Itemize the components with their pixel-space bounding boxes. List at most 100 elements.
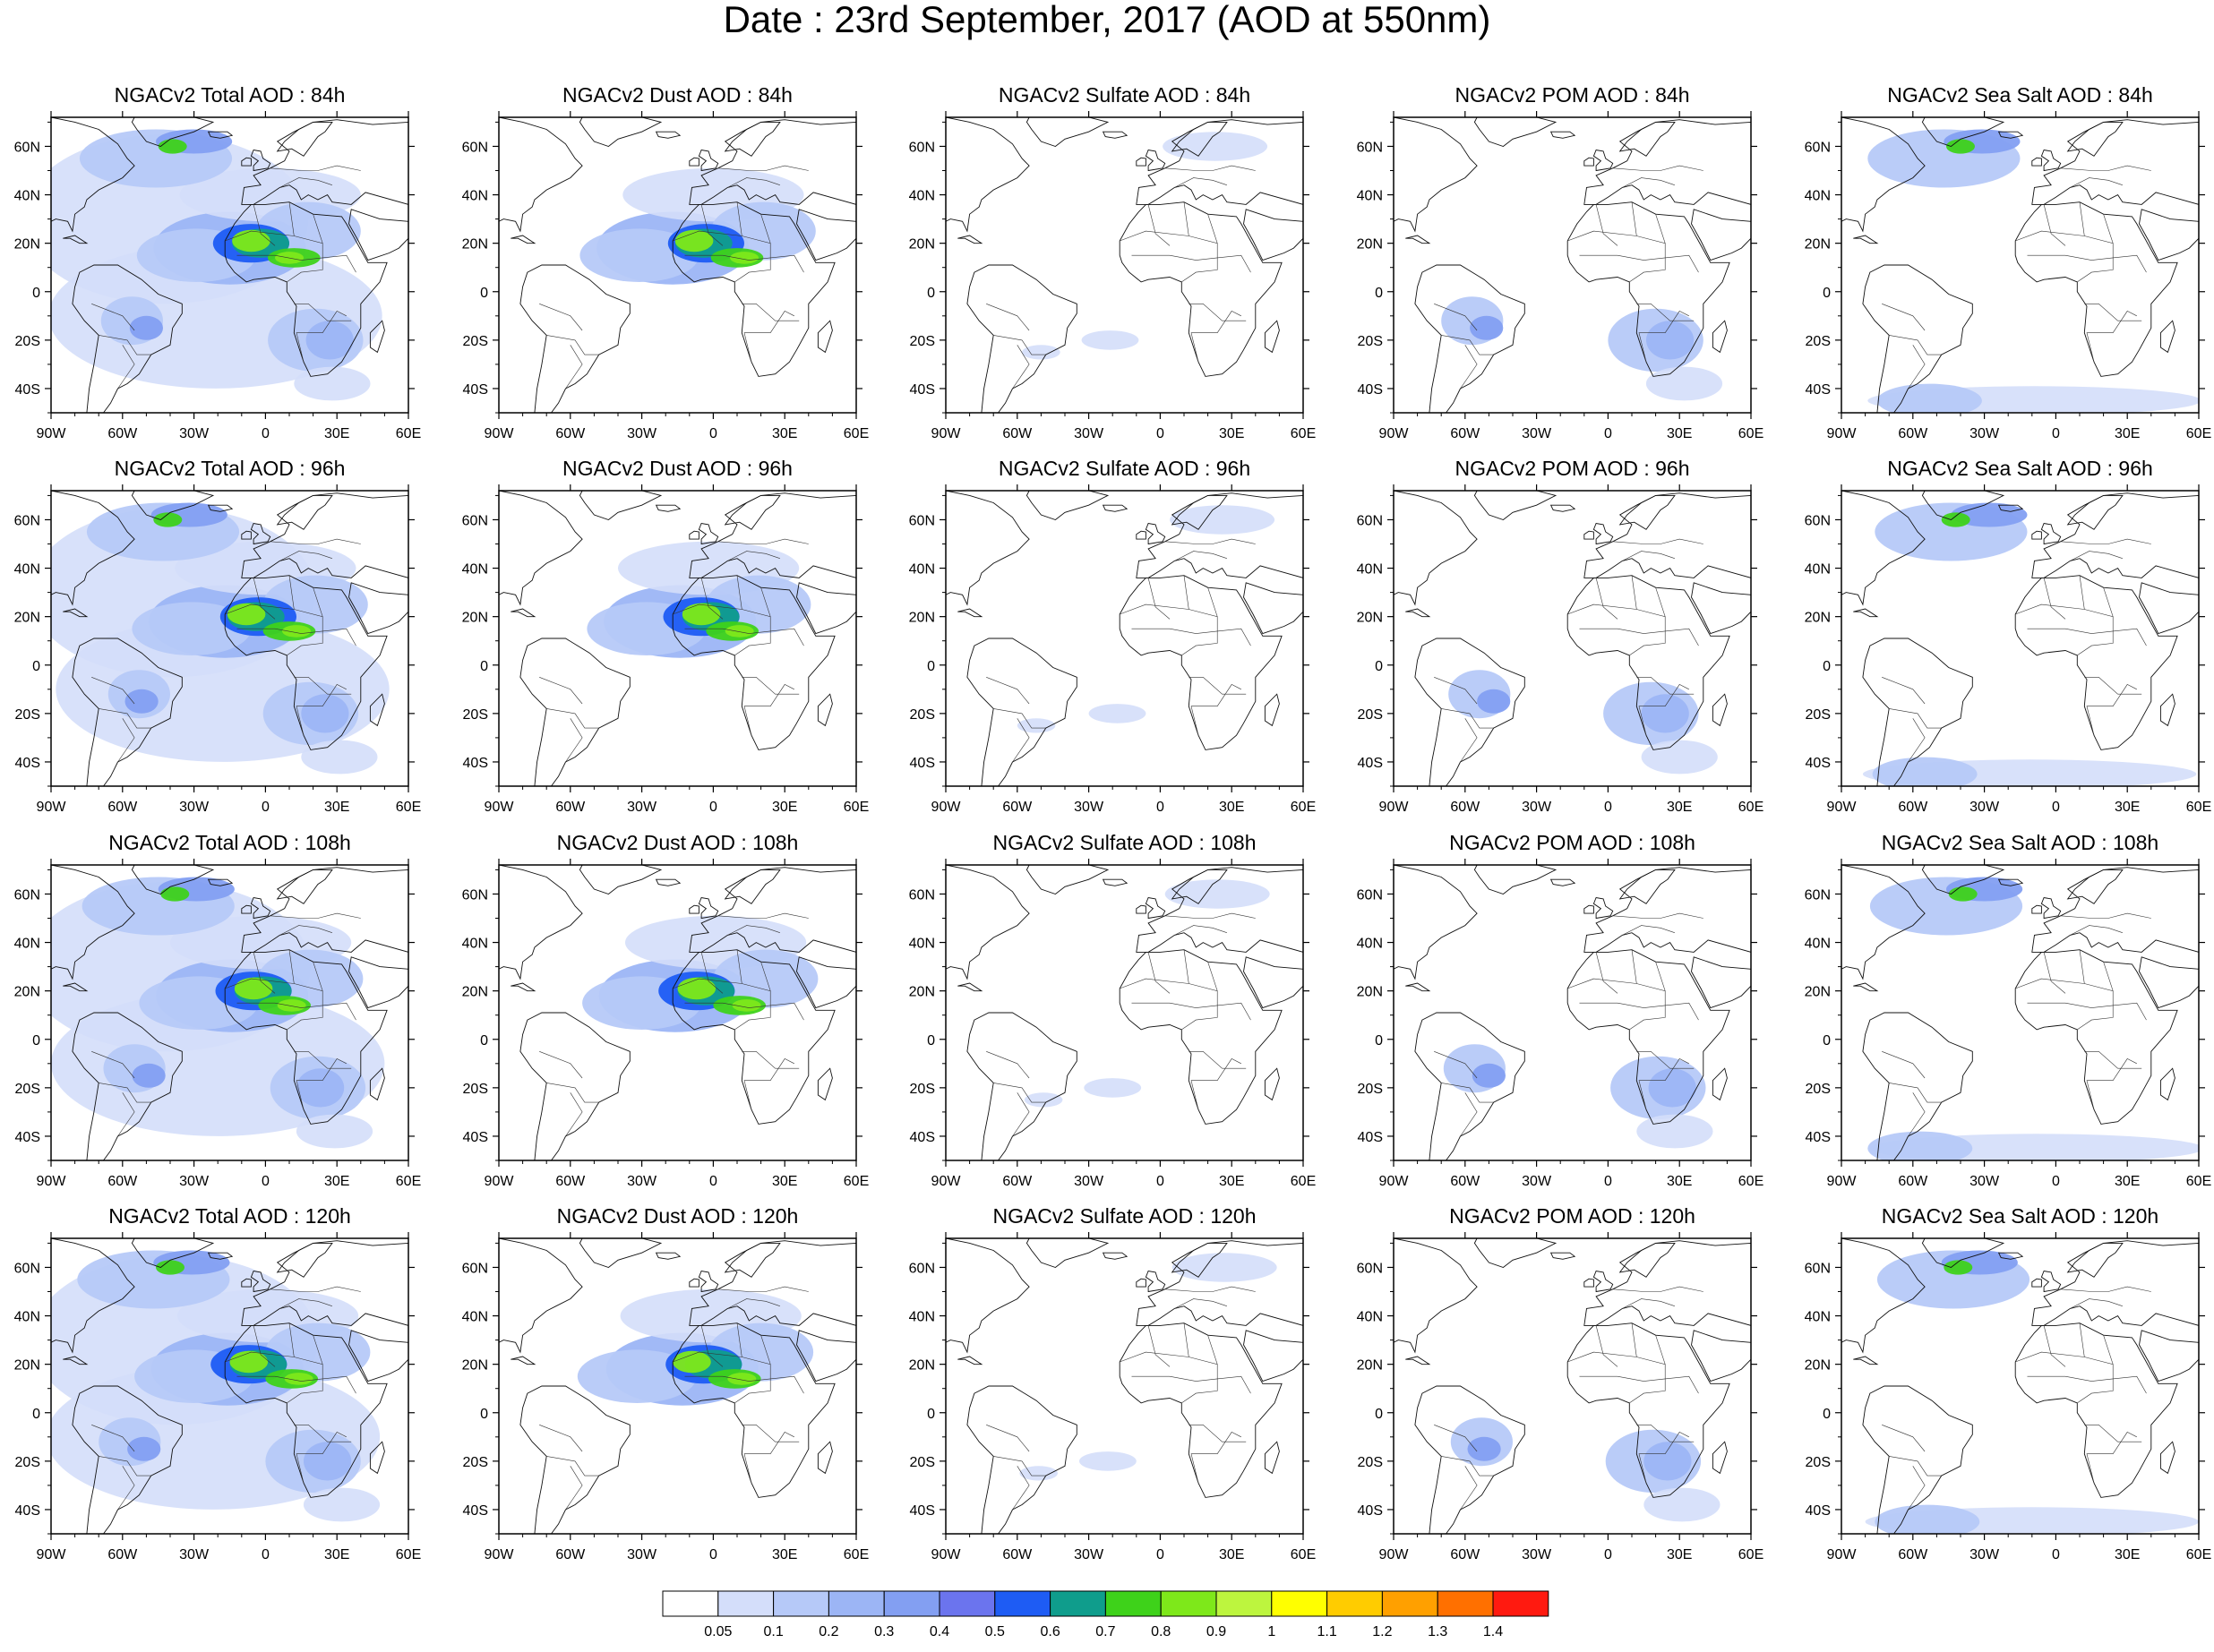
colorbar-box — [1437, 1590, 1494, 1617]
country-border — [539, 1425, 583, 1452]
lat-tick-label: 40S — [1358, 1130, 1383, 1145]
map-panel: 90W 60W 30W 0 30E 60E 60N 40N 20N 0 20S 40S — [1805, 484, 2211, 815]
country-border — [986, 304, 1030, 331]
coastline — [1264, 693, 1280, 727]
coastline — [1473, 491, 1558, 521]
lon-tick-label: 30E — [1667, 426, 1692, 441]
country-border — [1207, 587, 1218, 617]
coastline — [2031, 1278, 2042, 1288]
coastline — [1171, 869, 1228, 904]
map-panel: 90W 60W 30W 0 30E 60E 60N 40N 20N 0 20S 40S — [1805, 1232, 2211, 1562]
coastline — [1841, 117, 1926, 233]
lat-tick-label: 20N — [1805, 611, 1831, 626]
country-border — [1460, 345, 1478, 389]
coastline — [1997, 878, 2024, 886]
country-border — [565, 1466, 583, 1511]
lon-tick-label: 30E — [324, 1547, 349, 1562]
lon-tick-label: 0 — [2052, 800, 2060, 815]
lat-tick-label: 20S — [1806, 1082, 1831, 1097]
coastline — [1566, 949, 1730, 1125]
lat-tick-label: 20S — [1806, 1455, 1831, 1470]
coastline — [672, 201, 836, 377]
lat-tick-label: 20S — [1806, 334, 1831, 349]
country-border — [236, 254, 356, 273]
lat-tick-label: 20N — [1805, 1358, 1831, 1374]
map-panel: 90W 60W 30W 0 30E 60E 60N 40N 20N 0 20S 40S — [14, 859, 421, 1189]
aod-field — [1875, 1504, 1980, 1534]
aod-field — [682, 603, 721, 626]
lat-tick-label: 0 — [927, 1407, 935, 1422]
coastline — [207, 504, 234, 512]
lon-tick-label: 0 — [2052, 426, 2060, 441]
coastline — [1394, 1238, 1478, 1354]
lat-tick-label: 0 — [927, 286, 935, 301]
colorbar-label: 1.1 — [1317, 1624, 1336, 1639]
country-border — [1636, 1425, 1695, 1442]
panel-title: NGACv2 Sea Salt AOD : 120h — [1881, 1204, 2159, 1228]
colorbar-label: 0.1 — [763, 1624, 783, 1639]
lon-tick-label: 60E — [396, 1547, 421, 1562]
coastline — [241, 157, 252, 167]
coastline — [2014, 201, 2178, 377]
country-border — [1908, 1466, 1926, 1511]
coastline — [1862, 1012, 1973, 1160]
country-border — [2060, 538, 2151, 544]
lat-tick-label: 40S — [15, 1503, 40, 1519]
lat-tick-label: 60N — [462, 513, 488, 528]
coastline — [1997, 1252, 2024, 1260]
coastline — [2031, 904, 2042, 914]
coastline — [1691, 1330, 1751, 1382]
country-border — [117, 1466, 135, 1511]
coastline — [1549, 131, 1576, 139]
map-panel: 90W 60W 30W 0 30E 60E 60N 40N 20N 0 20S 40S — [14, 111, 421, 441]
lat-tick-label: 40S — [463, 756, 488, 771]
lat-tick-label: 40N — [14, 189, 40, 204]
aod-field — [153, 512, 183, 527]
lon-tick-label: 0 — [1156, 1174, 1164, 1189]
panel-title: NGACv2 Sea Salt AOD : 108h — [1881, 831, 2159, 854]
coastline — [224, 575, 388, 750]
coastline — [1583, 119, 1751, 205]
country-border — [673, 603, 771, 656]
country-border — [1638, 1058, 1689, 1110]
country-border — [236, 1375, 356, 1394]
lon-tick-label: 60E — [1291, 1174, 1316, 1189]
lon-tick-label: 30W — [1522, 1547, 1552, 1562]
coastline — [724, 121, 781, 157]
country-border — [684, 1375, 804, 1394]
aod-field — [1081, 330, 1139, 350]
country-border — [1164, 165, 1256, 171]
panel-title: NGACv2 Sulfate AOD : 84h — [998, 83, 1251, 107]
aod-field — [1022, 345, 1060, 360]
coastline — [2040, 522, 2062, 545]
country-border — [993, 1083, 1046, 1103]
country-border — [736, 575, 742, 610]
coastline — [51, 865, 135, 980]
coastline — [250, 896, 271, 920]
colorbar-box — [717, 1590, 775, 1617]
country-border — [1131, 628, 1251, 646]
coastline — [51, 1238, 135, 1354]
lat-tick-label: 40N — [1357, 189, 1383, 204]
country-border — [743, 1058, 794, 1110]
lon-tick-label: 60W — [1898, 426, 1928, 441]
map-panel: 90W 60W 30W 0 30E 60E 60N 40N 20N 0 20S 40S — [1357, 859, 1763, 1189]
country-border — [1190, 684, 1241, 736]
lon-tick-label: 60W — [1898, 1174, 1928, 1189]
aod-field — [127, 1436, 161, 1461]
lat-tick-label: 20N — [462, 611, 488, 626]
lon-tick-label: 30E — [772, 1174, 797, 1189]
country-border — [2043, 204, 2066, 246]
coastline — [63, 608, 89, 618]
coastline — [796, 209, 856, 261]
coastline — [655, 1252, 682, 1260]
coastline — [511, 235, 536, 244]
panel-title: NGACv2 Sulfate AOD : 120h — [992, 1204, 1257, 1228]
aod-field — [677, 977, 717, 1000]
lat-tick-label: 0 — [1823, 286, 1831, 301]
coastline — [817, 693, 833, 727]
coastline — [369, 693, 385, 727]
lon-tick-label: 0 — [2052, 1547, 2060, 1562]
coastline — [2014, 1322, 2178, 1498]
country-border — [2043, 578, 2066, 620]
